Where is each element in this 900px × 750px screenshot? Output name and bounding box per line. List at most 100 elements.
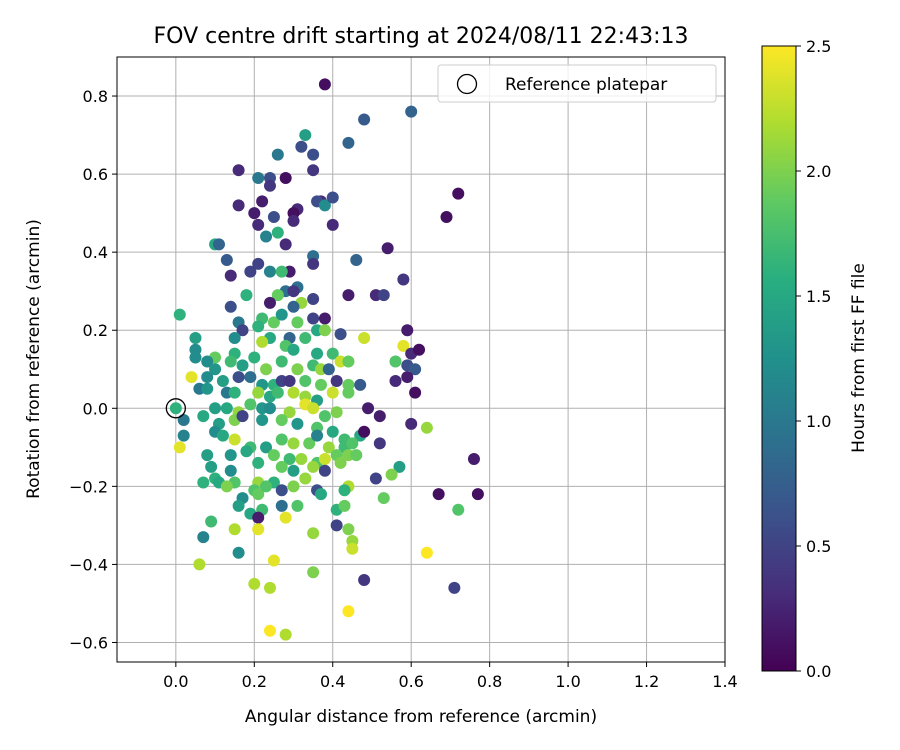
scatter-point [224,355,237,368]
scatter-point [248,207,261,220]
y-tick-label: 0.6 [83,165,108,184]
scatter-point [283,374,296,387]
colorbar-tick-label: 1.5 [806,287,831,306]
scatter-point [342,386,355,399]
scatter-point [260,230,273,243]
scatter-point [224,300,237,313]
scatter-point [318,410,331,423]
scatter-point [283,406,296,419]
scatter-point [232,499,245,512]
scatter-point [287,300,300,313]
scatter-point [205,515,218,528]
scatter-point [287,214,300,227]
scatter-point [299,129,312,142]
scatter-point [397,273,410,286]
scatter-point [244,265,257,278]
scatter-point [326,347,339,360]
scatter-point [201,449,214,462]
scatter-point [256,335,269,348]
scatter-point [342,136,355,149]
scatter-point [263,179,276,192]
scatter-point [318,199,331,212]
scatter-point [291,417,304,430]
scatter-point [358,574,371,587]
x-tick-label: 0.2 [242,672,267,691]
scatter-point [389,355,402,368]
scatter-point [409,363,422,376]
scatter-point [342,355,355,368]
scatter-point [271,289,284,302]
y-axis-ticks: −0.6 −0.4 −0.2 0.0 0.2 0.4 0.6 0.8 [69,87,117,652]
x-tick-label: 1.4 [712,672,737,691]
scatter-point [275,414,288,426]
scatter-point [271,226,284,239]
scatter-point [295,453,308,466]
scatter-point [232,199,245,212]
scatter-point [260,363,273,376]
x-tick-label: 0.8 [477,672,502,691]
scatter-point [409,386,422,399]
scatter-point [267,316,280,329]
scatter-point [205,460,218,473]
legend-marker-icon [456,73,478,95]
scatter-point [354,378,367,391]
colorbar-tick-label: 2.5 [806,37,831,56]
scatter-point [279,511,292,524]
scatter-point [244,371,257,384]
scatter-point [452,503,465,516]
scatter-point [232,164,245,177]
scatter-point [326,425,339,438]
scatter-point [189,351,202,364]
scatter-point [346,542,359,555]
plot-frame [116,56,726,663]
scatter-point [377,492,390,505]
scatter-point [314,488,327,501]
scatter-point [291,316,304,329]
scatter-point [267,449,280,462]
x-tick-label: 1.2 [634,672,659,691]
scatter-point [385,468,398,481]
scatter-point [287,343,300,356]
scatter-point [295,140,308,153]
scatter-point [240,445,253,458]
scatter-point [197,476,210,489]
scatter-point [271,148,284,161]
scatter-point [311,347,324,360]
scatter-point [248,577,261,590]
scatter-point [307,402,320,415]
colorbar-gradient [761,45,797,672]
scatter-point [448,581,461,594]
colorbar-label: Hours from first FF file [849,263,869,453]
scatter-point [177,414,190,426]
scatter-point [432,488,445,501]
scatter-point [381,242,394,255]
scatter-point [307,148,320,161]
scatter-point [350,253,363,266]
scatter-point [373,410,386,423]
scatter-point [263,581,276,594]
scatter-point [275,460,288,473]
scatter-point [334,328,347,341]
scatter-point [224,449,237,462]
scatter-point [263,296,276,309]
scatter-point [338,484,351,497]
scatter-point [216,374,229,387]
scatter-point [260,441,273,454]
scatter-point [413,343,426,356]
scatter-point [209,402,222,415]
scatter-point [279,628,292,641]
scatter-point [252,172,265,184]
x-tick-label: 0.4 [320,672,345,691]
scatter-point [291,363,304,376]
scatter-point [342,289,355,302]
scatter-point [318,78,331,91]
scatter-point [318,312,331,325]
scatter-point [252,511,265,524]
scatter-point [252,218,265,231]
scatter-point [275,484,288,497]
scatter-point [212,238,225,251]
scatter-point [307,164,320,177]
scatter-point [322,441,335,454]
scatter-point [299,472,312,485]
